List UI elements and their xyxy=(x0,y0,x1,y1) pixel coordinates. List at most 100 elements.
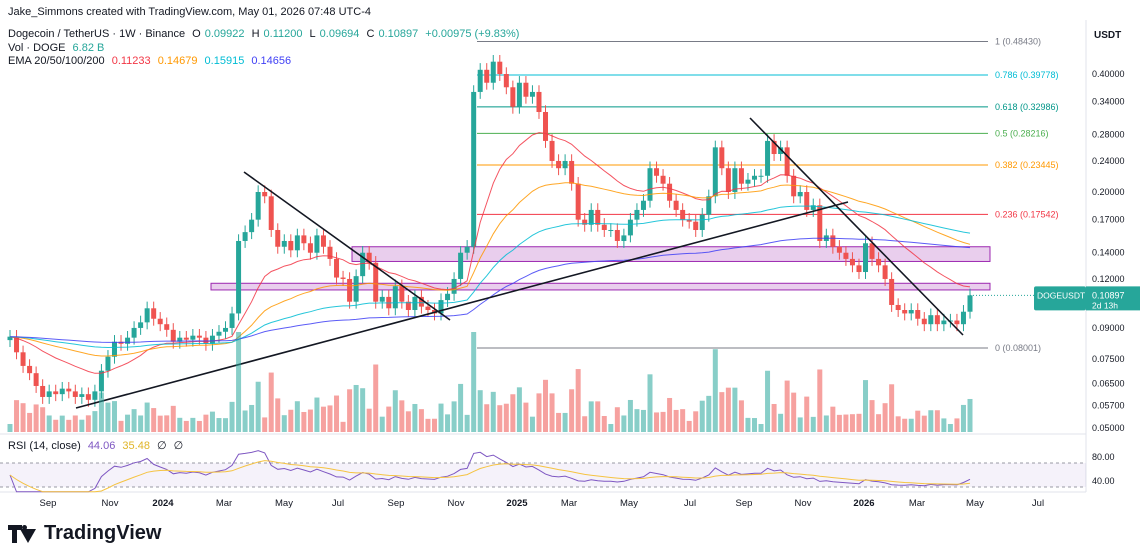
fib-level-label: 0.618 (0.32986) xyxy=(995,102,1059,112)
volume-bar xyxy=(125,414,131,432)
candle-body xyxy=(40,385,46,397)
ema-20-line xyxy=(9,132,971,374)
volume-bar xyxy=(719,392,725,432)
time-axis-label: Sep xyxy=(736,498,753,509)
candle-body xyxy=(7,336,13,341)
price-tick-label: 0.24000 xyxy=(1092,156,1125,166)
candle-body xyxy=(98,370,104,392)
volume-bar xyxy=(934,410,940,432)
volume-bar xyxy=(921,415,927,432)
candle-body xyxy=(765,140,771,176)
candle-body xyxy=(33,373,39,386)
volume-bar xyxy=(177,417,183,432)
support-resistance-zone xyxy=(210,282,991,291)
candle-body xyxy=(125,337,131,344)
open-label: O xyxy=(192,28,201,40)
candle-body xyxy=(895,304,901,310)
volume-bar xyxy=(778,413,784,432)
volume-bar xyxy=(229,401,235,432)
volume-bar xyxy=(46,415,52,432)
volume-bar xyxy=(804,396,810,432)
volume-bar xyxy=(497,405,503,432)
volume-bar xyxy=(758,424,764,432)
candle-body xyxy=(425,306,431,310)
volume-bar xyxy=(863,380,869,432)
rsi-value: 44.06 xyxy=(87,440,116,452)
price-tick-label: 0.07500 xyxy=(1092,354,1125,364)
candle-body xyxy=(262,192,268,197)
volume-bar xyxy=(751,418,757,432)
candle-body xyxy=(967,295,973,312)
candle-body xyxy=(510,87,516,107)
volume-bar xyxy=(569,389,575,432)
volume-bar xyxy=(327,405,333,432)
candle-body xyxy=(373,262,379,302)
volume-bar xyxy=(516,387,522,432)
candle-body xyxy=(582,219,588,225)
volume-bar xyxy=(334,395,340,432)
time-axis-label: Mar xyxy=(561,498,577,509)
volume-bar xyxy=(196,420,202,432)
time-axis-label: Mar xyxy=(216,498,232,509)
candle-body xyxy=(66,388,72,392)
volume-bar xyxy=(608,424,614,432)
price-tick-label: 0.20000 xyxy=(1092,187,1125,197)
volume-bar xyxy=(242,410,248,432)
candle-body xyxy=(445,293,451,301)
candle-body xyxy=(353,276,359,302)
candle-body xyxy=(451,278,457,294)
candle-body xyxy=(138,322,144,328)
volume-bar xyxy=(360,388,366,432)
volume-bar xyxy=(582,416,588,432)
candle-body xyxy=(458,252,464,279)
volume-bar xyxy=(431,418,437,432)
candle-body xyxy=(745,179,751,184)
candle-body xyxy=(92,391,98,400)
volume-bar xyxy=(98,392,104,432)
high-value: 0.11200 xyxy=(263,28,303,40)
candle-body xyxy=(294,235,300,251)
volume-bar xyxy=(706,395,712,432)
volume-bar xyxy=(902,418,908,432)
volume-bar xyxy=(686,420,692,432)
fib-level-label: 0.382 (0.23445) xyxy=(995,160,1059,170)
candle-body xyxy=(249,219,255,233)
volume-bar xyxy=(765,370,771,432)
candle-body xyxy=(869,243,875,259)
volume-bar xyxy=(490,391,496,432)
volume-bar xyxy=(445,414,451,432)
ticker-price-badge xyxy=(1086,286,1140,311)
candle-body xyxy=(275,229,281,247)
candle-body xyxy=(830,235,836,247)
candle-body xyxy=(699,214,705,230)
volume-bar xyxy=(85,415,91,432)
volume-bar xyxy=(190,417,196,432)
volume-bar xyxy=(849,414,855,432)
volume-bar xyxy=(138,415,144,432)
ascending-trendline xyxy=(75,201,849,409)
candle-body xyxy=(908,310,914,314)
candle-body xyxy=(255,192,261,220)
volume-bar xyxy=(817,369,823,432)
time-axis-label: Jul xyxy=(1032,498,1044,509)
volume-bar xyxy=(66,419,72,432)
candle-body xyxy=(177,337,183,342)
volume-bar xyxy=(209,411,215,432)
volume-bar xyxy=(627,399,633,432)
candle-body xyxy=(575,183,581,220)
time-axis-label: Nov xyxy=(795,498,812,509)
volume-bar xyxy=(418,409,424,432)
volume-bar xyxy=(281,415,287,432)
price-tick-label: 0.12000 xyxy=(1092,274,1125,284)
volume-bar xyxy=(27,412,33,432)
volume-line: Vol · DOGE 6.82 B xyxy=(8,42,108,54)
candle-body xyxy=(863,243,869,273)
volume-bar xyxy=(843,414,849,432)
time-axis-label: May xyxy=(620,498,638,509)
rsi-legend: RSI (14, close) 44.06 35.48 ∅ ∅ xyxy=(8,439,187,452)
candle-body xyxy=(151,308,157,319)
candle-body xyxy=(418,296,424,307)
volume-bar xyxy=(889,384,895,432)
volume-bar xyxy=(693,411,699,432)
